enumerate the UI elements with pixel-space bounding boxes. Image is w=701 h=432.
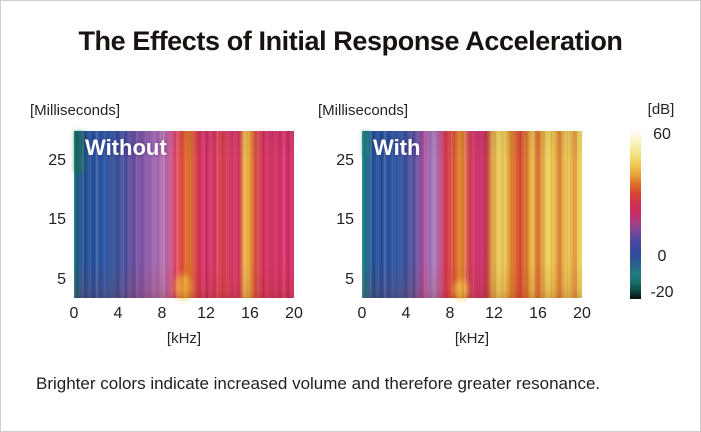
x-tick-label: 8 (445, 305, 455, 322)
y-axis-unit-label-with: [Milliseconds] (318, 102, 409, 119)
x-tick-label: 20 (285, 305, 303, 322)
figure-caption: Brighter colors indicate increased volum… (36, 374, 601, 393)
x-tick-label: 12 (485, 305, 503, 322)
x-tick-label: 20 (573, 305, 591, 322)
spectrogram-bright-streak-decoration (243, 131, 248, 298)
figure-title: The Effects of Initial Response Accelera… (78, 26, 623, 56)
spectrogram-without: Without (74, 131, 294, 300)
spectrogram-green-corner-decoration (362, 131, 370, 157)
x-axis-unit-label-without: [kHz] (166, 330, 202, 347)
spectrogram-hotspot-decoration (175, 274, 191, 300)
y-tick-label: 15 (336, 211, 354, 229)
colorbar-gradient (630, 129, 641, 299)
x-tick-label: 8 (157, 305, 167, 322)
colorbar-tick-label: -20 (650, 284, 674, 301)
x-tick-label: 12 (197, 305, 215, 322)
spectrogram-green-corner-decoration (74, 131, 85, 173)
colorbar-unit-label: [dB] (647, 101, 675, 118)
x-tick-label: 16 (241, 305, 259, 322)
x-tick-label: 0 (357, 305, 367, 322)
colorbar-tick-label: 60 (653, 126, 671, 143)
colorbar-tick-label: 0 (657, 247, 667, 265)
x-tick-label: 16 (529, 305, 547, 322)
y-tick-label: 25 (336, 151, 354, 169)
spectrogram-with: With (362, 131, 582, 300)
x-axis-unit-label-with: [kHz] (454, 330, 490, 347)
panel-label-with: With (373, 135, 421, 160)
y-tick-label: 25 (48, 151, 66, 169)
panel-label-without: Without (85, 135, 167, 160)
y-axis-unit-label-without: [Milliseconds] (30, 102, 121, 119)
x-tick-label: 0 (69, 305, 79, 322)
x-tick-label: 4 (113, 305, 123, 322)
y-tick-label: 5 (57, 271, 66, 289)
y-tick-label: 5 (345, 271, 354, 289)
spectrogram-hotspot-decoration (454, 280, 468, 300)
x-tick-label: 4 (401, 305, 411, 322)
y-tick-label: 15 (48, 211, 66, 229)
